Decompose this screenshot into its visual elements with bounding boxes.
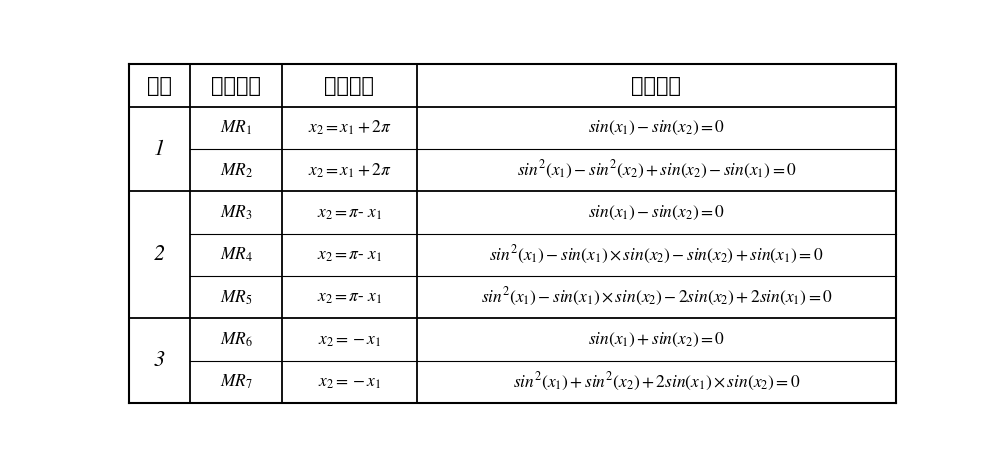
Text: $\mathit{sin(x_{1})-sin(x_{2})=0}$: $\mathit{sin(x_{1})-sin(x_{2})=0}$ <box>588 204 725 222</box>
Text: 输入模式: 输入模式 <box>324 75 374 96</box>
Text: $\mathit{MR_{5}}$: $\mathit{MR_{5}}$ <box>220 288 253 307</box>
Text: $\mathit{sin^{2}(x_{1})+sin^{2}(x_{2})+2sin(x_{1})\times sin(x_{2})=0}$: $\mathit{sin^{2}(x_{1})+sin^{2}(x_{2})+2… <box>513 371 800 393</box>
Text: 1: 1 <box>154 138 165 160</box>
Text: 蜕变关系: 蜕变关系 <box>211 75 261 96</box>
Text: $\mathit{MR_{6}}$: $\mathit{MR_{6}}$ <box>220 331 253 349</box>
Text: $\mathit{sin^{2}(x_{1})-sin(x_{1})\times sin(x_{2})-2sin(x_{2})+2sin(x_{1})=0}$: $\mathit{sin^{2}(x_{1})-sin(x_{1})\times… <box>481 286 832 308</box>
Text: $\mathit{MR_{4}}$: $\mathit{MR_{4}}$ <box>220 246 253 264</box>
Text: $\mathit{MR_{2}}$: $\mathit{MR_{2}}$ <box>220 161 253 180</box>
Text: $\mathit{x_{2}=\pi\text{-}\ x_{1}}$: $\mathit{x_{2}=\pi\text{-}\ x_{1}}$ <box>317 288 382 307</box>
Text: 2: 2 <box>154 244 165 265</box>
Text: $\mathit{x_{2}=\pi\text{-}\ x_{1}}$: $\mathit{x_{2}=\pi\text{-}\ x_{1}}$ <box>317 204 382 222</box>
Text: $\mathit{MR_{7}}$: $\mathit{MR_{7}}$ <box>220 373 253 391</box>
Text: $\mathit{sin^{2}(x_{1})-sin(x_{1})\times sin(x_{2})-sin(x_{2})+sin(x_{1})=0}$: $\mathit{sin^{2}(x_{1})-sin(x_{1})\times… <box>489 244 824 266</box>
Text: $\mathit{sin(x_{1})-sin(x_{2})=0}$: $\mathit{sin(x_{1})-sin(x_{2})=0}$ <box>588 119 725 137</box>
Text: $\mathit{x_{2}=-x_{1}}$: $\mathit{x_{2}=-x_{1}}$ <box>318 331 381 349</box>
Text: 序号: 序号 <box>147 75 172 96</box>
Text: $\mathit{sin^{2}(x_{1})-sin^{2}(x_{2})+sin(x_{2})-sin(x_{1})=0}$: $\mathit{sin^{2}(x_{1})-sin^{2}(x_{2})+s… <box>517 159 796 181</box>
Text: $\mathit{MR_{1}}$: $\mathit{MR_{1}}$ <box>220 119 252 137</box>
Text: $\mathit{x_{2}=\pi\text{-}\ x_{1}}$: $\mathit{x_{2}=\pi\text{-}\ x_{1}}$ <box>317 246 382 264</box>
Text: $\mathit{sin(x_{1})+sin(x_{2})=0}$: $\mathit{sin(x_{1})+sin(x_{2})=0}$ <box>588 331 725 349</box>
Text: $\mathit{x_{2}=-x_{1}}$: $\mathit{x_{2}=-x_{1}}$ <box>318 373 381 391</box>
Text: $\mathit{x_{2}=x_{1}+2\pi}$: $\mathit{x_{2}=x_{1}+2\pi}$ <box>308 161 391 180</box>
Text: $\mathit{MR_{3}}$: $\mathit{MR_{3}}$ <box>220 203 253 222</box>
Text: 输出模式: 输出模式 <box>631 75 681 96</box>
Text: 3: 3 <box>154 350 165 371</box>
Text: $\mathit{x_{2}=x_{1}+2\pi}$: $\mathit{x_{2}=x_{1}+2\pi}$ <box>308 119 391 137</box>
